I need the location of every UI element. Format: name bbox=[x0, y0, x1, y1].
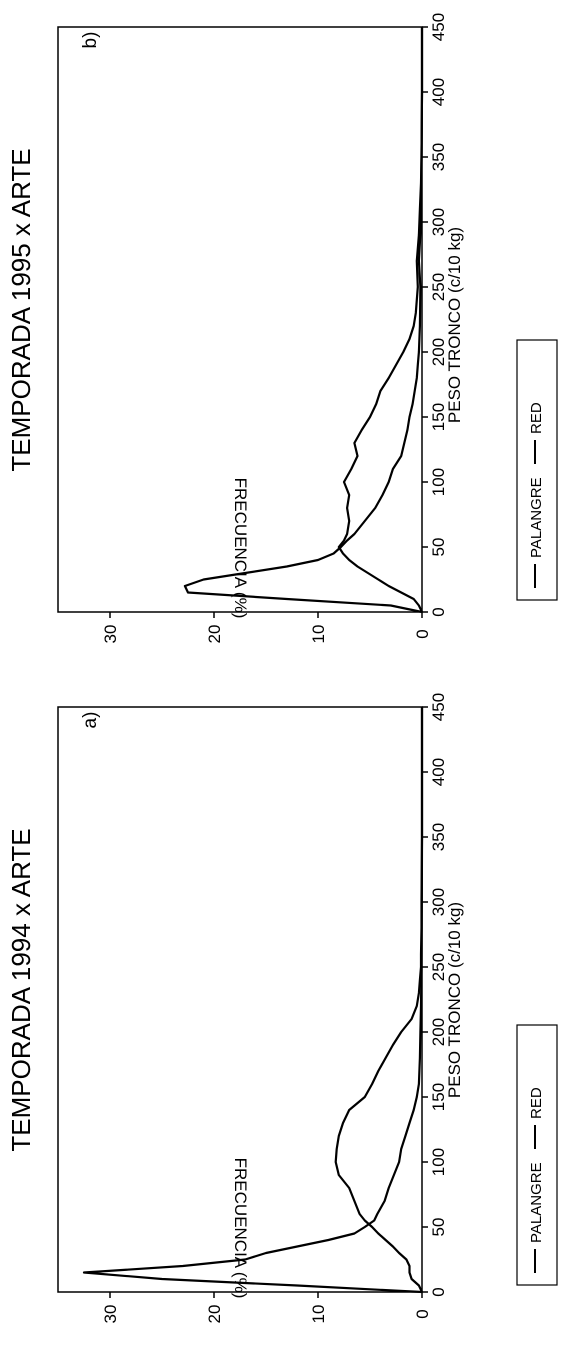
y-tick-label: 20 bbox=[205, 625, 224, 644]
legend-box bbox=[516, 339, 558, 601]
x-tick-label: 250 bbox=[429, 953, 448, 981]
panel-label: b) bbox=[80, 32, 101, 49]
x-tick-label: 100 bbox=[429, 468, 448, 496]
x-tick-label: 0 bbox=[429, 1287, 448, 1296]
legend: PALANGRE RED bbox=[516, 339, 558, 601]
series-line-palangre bbox=[337, 27, 424, 613]
series-line-red bbox=[82, 707, 424, 1294]
x-tick-label: 300 bbox=[429, 208, 448, 236]
x-tick-label: 200 bbox=[429, 1018, 448, 1046]
legend-label: PALANGRE bbox=[528, 1162, 545, 1243]
chart-panel-a: TEMPORADA 1994 x ARTE a) PESO TRONCO (c/… bbox=[6, 693, 558, 1324]
x-tick-label: 150 bbox=[429, 1083, 448, 1111]
x-tick-label: 450 bbox=[429, 13, 448, 41]
legend-label: RED bbox=[528, 1087, 545, 1119]
x-tick-label: 150 bbox=[429, 403, 448, 431]
chart-title: TEMPORADA 1994 x ARTE bbox=[6, 828, 36, 1151]
x-tick-label: 350 bbox=[429, 143, 448, 171]
x-tick-label: 50 bbox=[429, 538, 448, 557]
x-tick-label: 50 bbox=[429, 1218, 448, 1237]
series-line-red bbox=[183, 27, 424, 614]
y-tick-label: 30 bbox=[101, 1305, 120, 1324]
y-tick-label: 0 bbox=[413, 629, 432, 638]
legend-box bbox=[516, 1024, 558, 1286]
x-tick-label: 200 bbox=[429, 338, 448, 366]
x-tick-label: 400 bbox=[429, 78, 448, 106]
legend: PALANGRE RED bbox=[516, 1024, 558, 1286]
legend-label: RED bbox=[528, 402, 545, 434]
x-axis-label: PESO TRONCO (c/10 kg) bbox=[445, 902, 464, 1098]
x-axis-label: PESO TRONCO (c/10 kg) bbox=[445, 227, 464, 423]
x-tick-label: 250 bbox=[429, 273, 448, 301]
x-tick-label: 350 bbox=[429, 823, 448, 851]
y-tick-label: 20 bbox=[205, 1305, 224, 1324]
x-tick-label: 300 bbox=[429, 888, 448, 916]
y-tick-label: 10 bbox=[309, 625, 328, 644]
x-tick-label: 400 bbox=[429, 758, 448, 786]
legend-label: PALANGRE bbox=[528, 477, 545, 558]
panel-label: a) bbox=[80, 712, 101, 729]
chart-title: TEMPORADA 1995 x ARTE bbox=[6, 148, 36, 471]
series-line-palangre bbox=[334, 707, 424, 1293]
y-tick-label: 0 bbox=[413, 1309, 432, 1318]
y-axis-label: FRECUENCIA (%) bbox=[231, 478, 250, 619]
y-axis-label: FRECUENCIA (%) bbox=[231, 1158, 250, 1299]
x-tick-label: 0 bbox=[429, 607, 448, 616]
x-tick-label: 450 bbox=[429, 693, 448, 721]
chart-panel-b: TEMPORADA 1995 x ARTE b) PESO TRONCO (c/… bbox=[6, 13, 558, 644]
y-tick-label: 30 bbox=[101, 625, 120, 644]
x-tick-label: 100 bbox=[429, 1148, 448, 1176]
plot-frame bbox=[57, 26, 423, 613]
y-tick-label: 10 bbox=[309, 1305, 328, 1324]
